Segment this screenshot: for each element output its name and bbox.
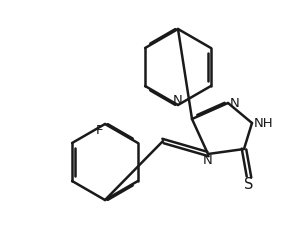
- Text: N: N: [230, 97, 240, 110]
- Text: N: N: [173, 94, 183, 106]
- Text: N: N: [203, 153, 213, 166]
- Text: S: S: [244, 176, 254, 191]
- Text: NH: NH: [254, 117, 274, 130]
- Text: F: F: [96, 124, 103, 136]
